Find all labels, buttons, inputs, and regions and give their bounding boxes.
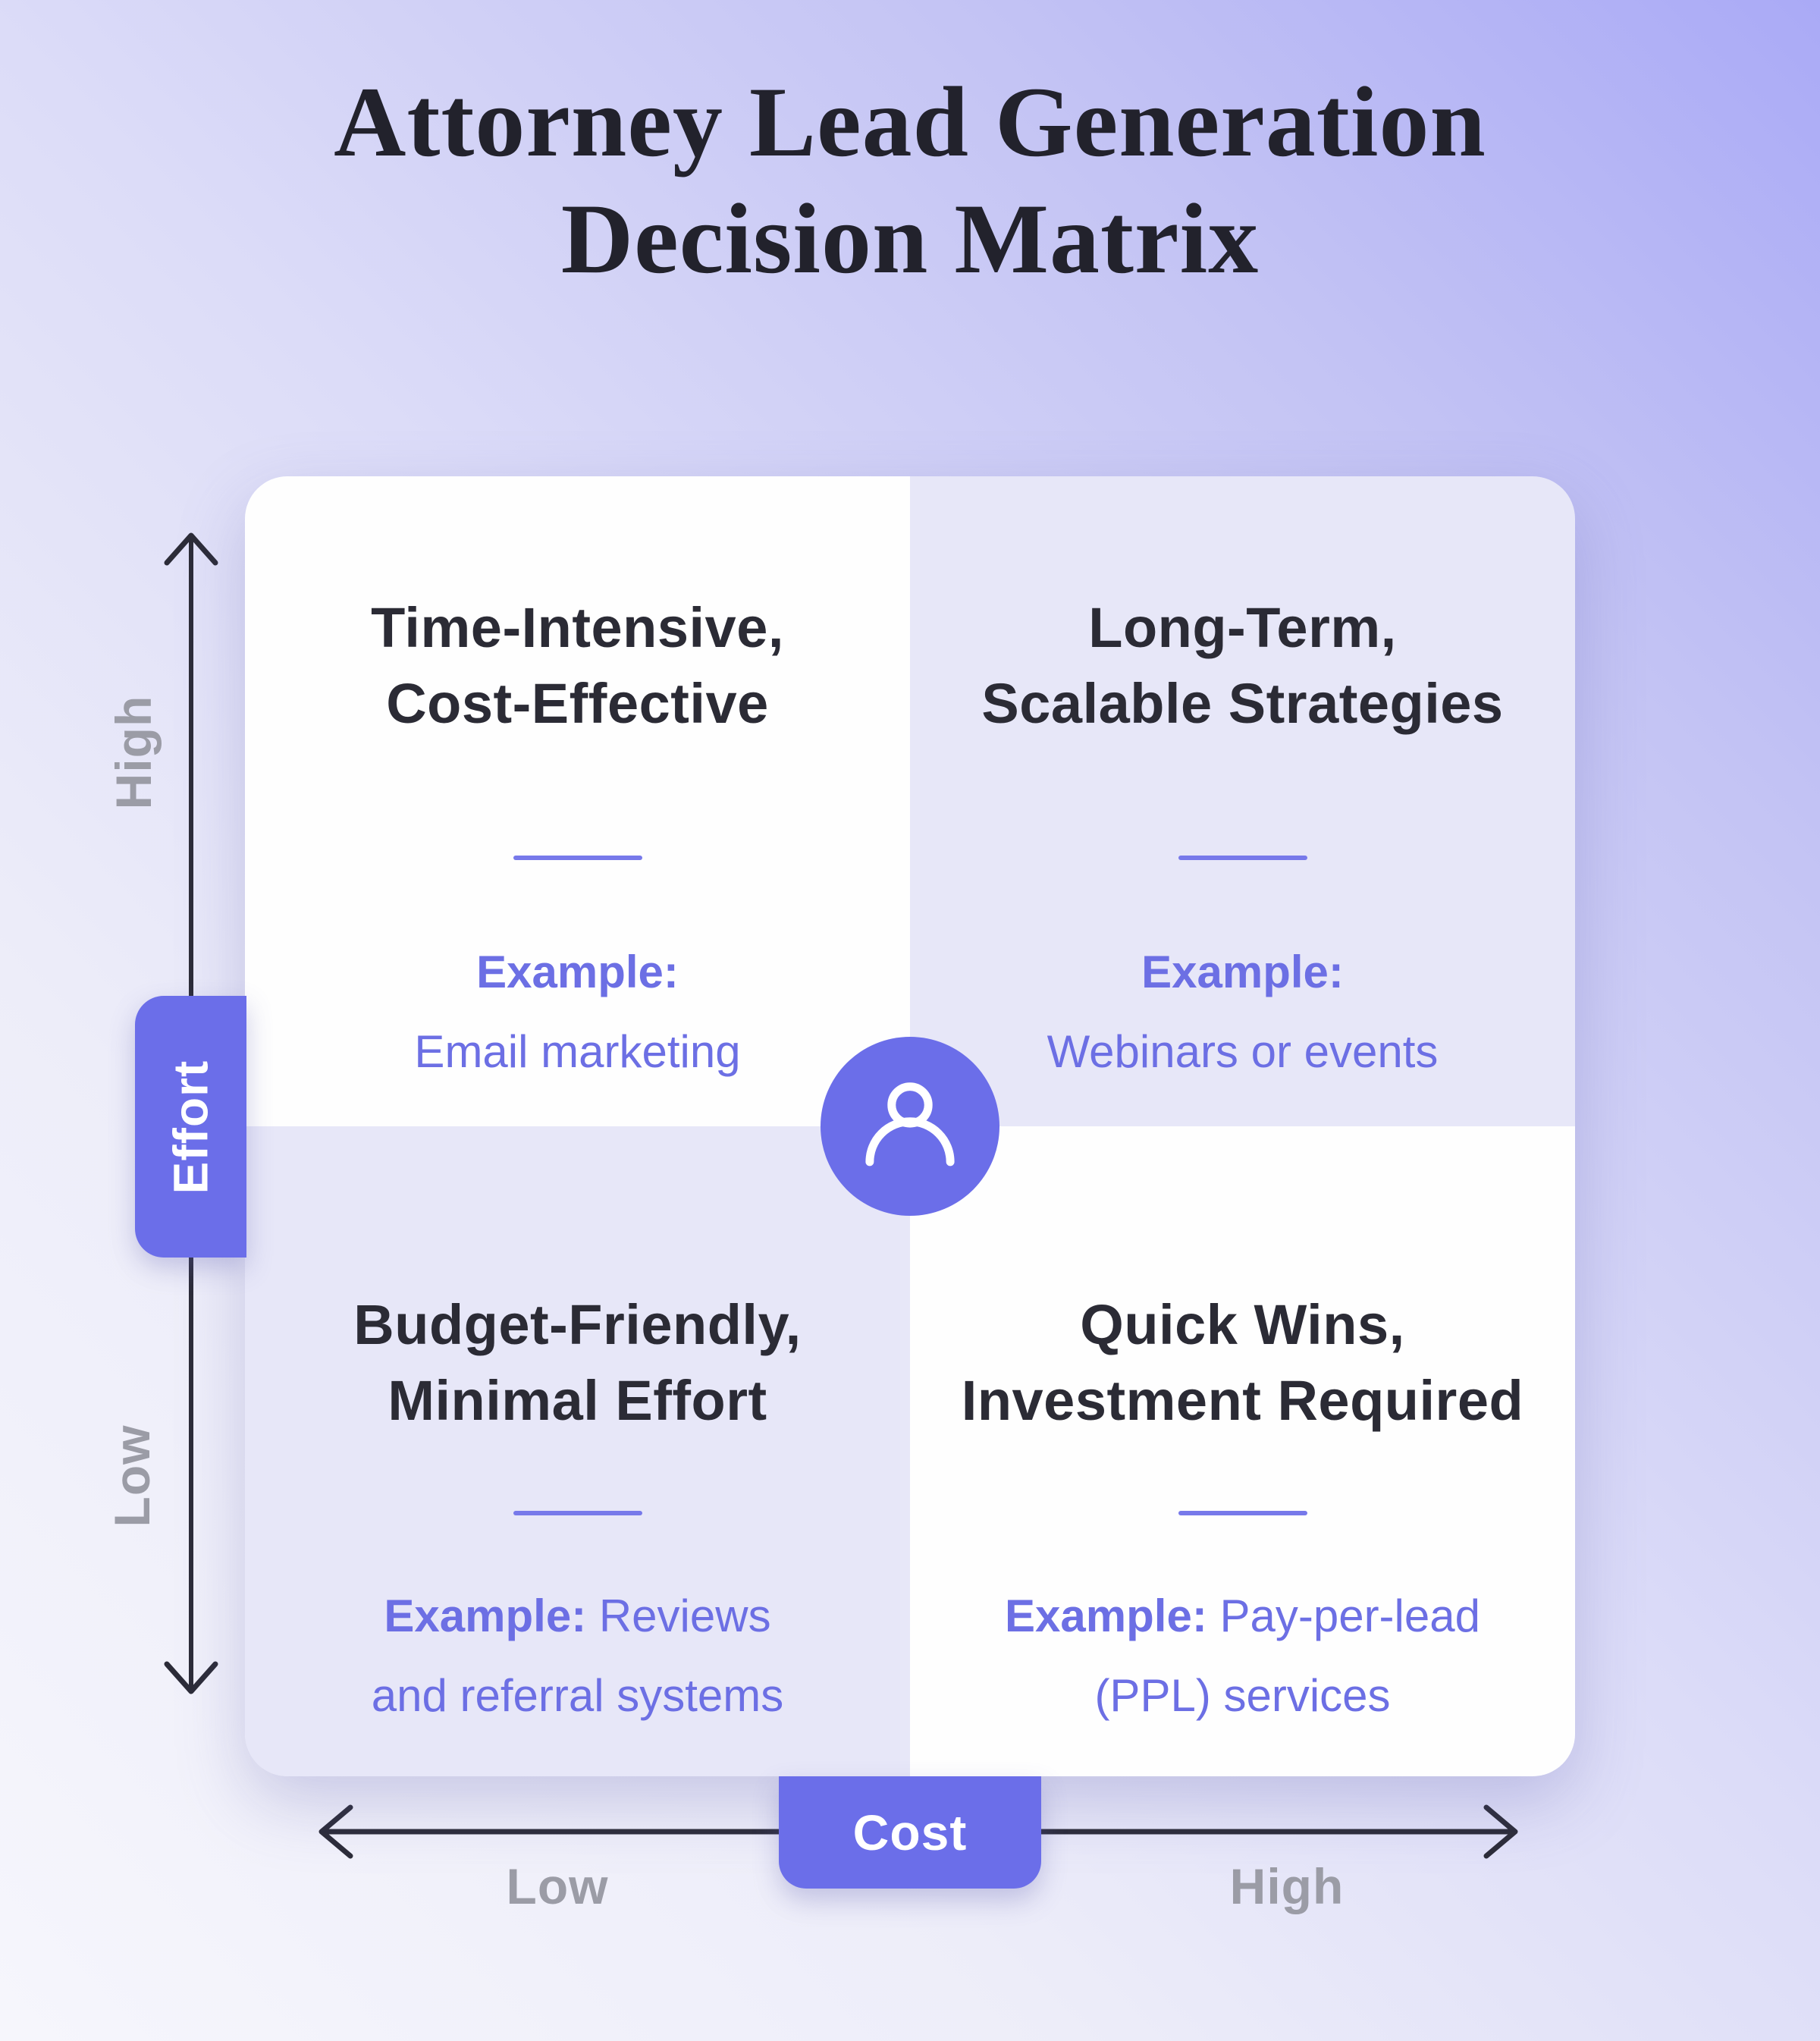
quadrant-divider [1178, 855, 1307, 860]
example-text: Webinars or events [1046, 1025, 1439, 1077]
person-icon [865, 1082, 955, 1167]
cost-low-label: Low [506, 1858, 609, 1914]
quadrant-example: Example: Reviews and referral systems [372, 1576, 784, 1735]
effort-axis-badge: Effort [135, 996, 246, 1258]
quadrant-example: Example: Pay-per-lead (PPL) services [1005, 1576, 1480, 1735]
quadrant-example: Example: Email marketing [414, 932, 740, 1091]
cost-high-label: High [1229, 1858, 1345, 1914]
example-text: Email marketing [414, 1025, 741, 1077]
quadrant-heading: Time-Intensive, Cost-Effective [371, 596, 784, 735]
example-label: Example: [476, 946, 679, 997]
quadrant-divider [513, 855, 642, 860]
example-label: Example: [1141, 946, 1344, 997]
effort-low-label: Low [104, 1424, 160, 1528]
quadrant-heading: Long-Term, Scalable Strategies [981, 596, 1504, 735]
quadrant-divider [513, 1510, 642, 1515]
quadrant-divider [1178, 1510, 1307, 1515]
example-text: Reviews and referral systems [371, 1590, 784, 1721]
center-person-badge [821, 1037, 999, 1216]
quadrant-top-right: Long-Term, Scalable Strategies Example: … [910, 476, 1575, 1126]
example-label: Example: [1005, 1590, 1207, 1641]
example-text: Pay-per-lead (PPL) services [1094, 1590, 1480, 1721]
cost-axis-badge: Cost [779, 1776, 1041, 1889]
quadrant-example: Example: Webinars or events [1047, 932, 1439, 1091]
page-title: Attorney Lead Generation Decision Matrix [334, 66, 1486, 295]
quadrant-heading: Quick Wins, Investment Required [961, 1293, 1524, 1432]
quadrant-heading: Budget-Friendly, Minimal Effort [353, 1293, 802, 1432]
effort-axis-badge-label: Effort [163, 1060, 218, 1194]
quadrant-bottom-right: Quick Wins, Investment Required Example:… [910, 1126, 1575, 1776]
matrix-card: Time-Intensive, Cost-Effective Example: … [245, 476, 1575, 1776]
effort-high-label: High [105, 695, 162, 810]
quadrant-top-left: Time-Intensive, Cost-Effective Example: … [245, 476, 910, 1126]
quadrant-bottom-left: Budget-Friendly, Minimal Effort Example:… [245, 1126, 910, 1776]
cost-axis-badge-label: Cost [852, 1804, 968, 1860]
example-label: Example: [384, 1590, 587, 1641]
